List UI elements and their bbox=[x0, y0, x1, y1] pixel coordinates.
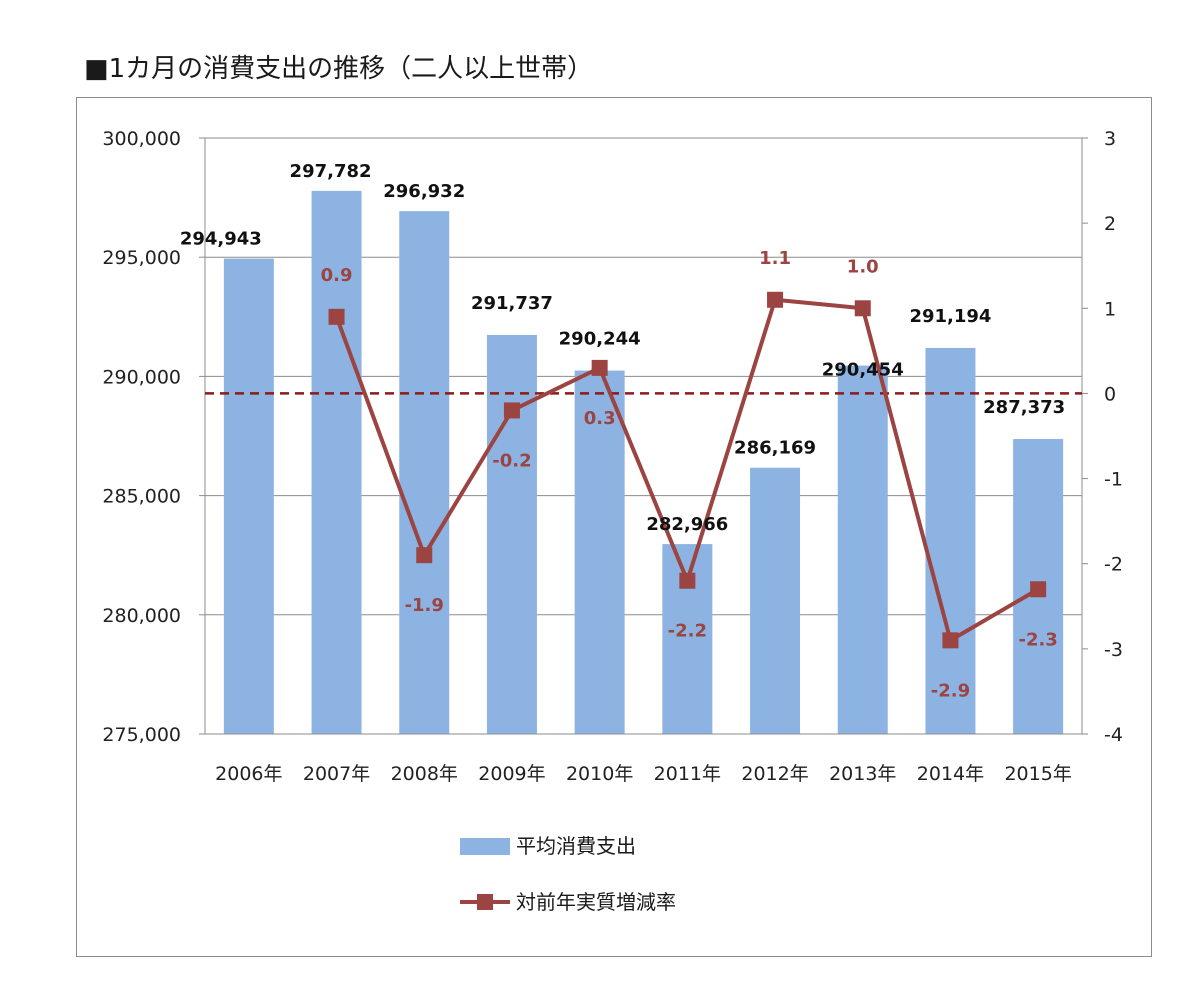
bar-data-label: 286,169 bbox=[734, 438, 816, 459]
line-data-label: 0.3 bbox=[584, 408, 616, 429]
bar bbox=[399, 211, 450, 734]
line-data-label: -0.2 bbox=[492, 450, 531, 471]
x-axis-tick-label: 2011年 bbox=[654, 763, 721, 785]
growth-rate-marker bbox=[679, 572, 696, 589]
right-axis-tick-label: -4 bbox=[1104, 724, 1123, 746]
bar-series bbox=[223, 190, 1064, 734]
right-axis-tick-label: -1 bbox=[1104, 469, 1123, 491]
growth-rate-marker bbox=[591, 359, 608, 376]
bar-data-label: 296,932 bbox=[383, 181, 465, 202]
right-axis-tick-label: -3 bbox=[1104, 639, 1123, 661]
x-axis-tick-label: 2007年 bbox=[303, 763, 370, 785]
x-axis-tick-label: 2006年 bbox=[215, 763, 282, 785]
plot-axes bbox=[204, 137, 1083, 735]
right-axis-tick-label: 0 bbox=[1104, 383, 1116, 405]
line-data-label: 1.1 bbox=[759, 248, 791, 269]
data-labels: 294,943 297,782 296,932 291,737 290,244 282,9… bbox=[180, 161, 1065, 701]
growth-rate-marker bbox=[942, 632, 959, 649]
line-data-label: 0.9 bbox=[321, 265, 353, 286]
growth-rate-marker bbox=[1030, 581, 1047, 598]
right-axis-tick-label: 2 bbox=[1104, 213, 1116, 235]
right-axis-tick-label: -2 bbox=[1104, 554, 1123, 576]
bar bbox=[311, 190, 362, 734]
bar-data-label: 282,966 bbox=[646, 514, 728, 535]
left-axis-tick-label: 295,000 bbox=[102, 247, 181, 269]
line-data-label: -2.3 bbox=[1018, 629, 1057, 650]
line-series bbox=[328, 291, 1047, 649]
growth-rate-marker bbox=[416, 547, 433, 564]
bar bbox=[486, 334, 537, 734]
growth-rate-marker bbox=[767, 291, 784, 308]
line-data-label: 1.0 bbox=[847, 256, 879, 277]
left-axis-tick-label: 280,000 bbox=[102, 605, 181, 627]
left-axis-tick-label: 285,000 bbox=[102, 486, 181, 508]
legend-bar-label: 平均消費支出 bbox=[516, 834, 636, 858]
x-axis-tick-label: 2008年 bbox=[391, 763, 458, 785]
chart-title: ■1カ月の消費支出の推移（二人以上世帯） bbox=[84, 54, 594, 84]
bar bbox=[750, 467, 801, 734]
bar bbox=[925, 347, 976, 734]
x-axis-tick-label: 2015年 bbox=[1004, 763, 1071, 785]
bar bbox=[574, 370, 625, 734]
tick-labels: 275,000 280,000 285,000 290,000 295,000 300,0… bbox=[102, 128, 1123, 785]
growth-rate-marker bbox=[503, 402, 520, 419]
x-axis-tick-label: 2010年 bbox=[566, 763, 633, 785]
left-axis-tick-label: 290,000 bbox=[102, 366, 181, 388]
line-data-label: -2.2 bbox=[668, 621, 707, 642]
legend-bar-swatch bbox=[460, 838, 510, 855]
right-axis-tick-label: 3 bbox=[1104, 128, 1116, 150]
growth-rate-marker bbox=[328, 308, 345, 325]
legend-line-marker bbox=[477, 894, 493, 910]
left-axis-tick-label: 275,000 bbox=[102, 724, 181, 746]
bar-data-label: 291,737 bbox=[471, 293, 553, 314]
legend-line-label: 対前年実質増減率 bbox=[516, 890, 676, 914]
x-axis-tick-label: 2013年 bbox=[829, 763, 896, 785]
bar bbox=[223, 258, 274, 734]
line-data-label: -1.9 bbox=[405, 595, 444, 616]
bar-data-label: 290,454 bbox=[822, 360, 904, 381]
bar-data-label: 287,373 bbox=[983, 397, 1065, 418]
bar-data-label: 294,943 bbox=[180, 229, 262, 250]
bar-data-label: 297,782 bbox=[290, 161, 372, 182]
left-axis-tick-label: 300,000 bbox=[102, 128, 181, 150]
x-axis-tick-label: 2012年 bbox=[741, 763, 808, 785]
right-axis-tick-label: 1 bbox=[1104, 298, 1116, 320]
bar-data-label: 290,244 bbox=[559, 329, 641, 350]
x-axis-tick-label: 2009年 bbox=[478, 763, 545, 785]
bar-data-label: 291,194 bbox=[909, 306, 991, 327]
bar bbox=[837, 365, 888, 734]
x-axis-tick-label: 2014年 bbox=[917, 763, 984, 785]
line-data-label: -2.9 bbox=[931, 680, 970, 701]
growth-rate-marker bbox=[854, 300, 871, 317]
